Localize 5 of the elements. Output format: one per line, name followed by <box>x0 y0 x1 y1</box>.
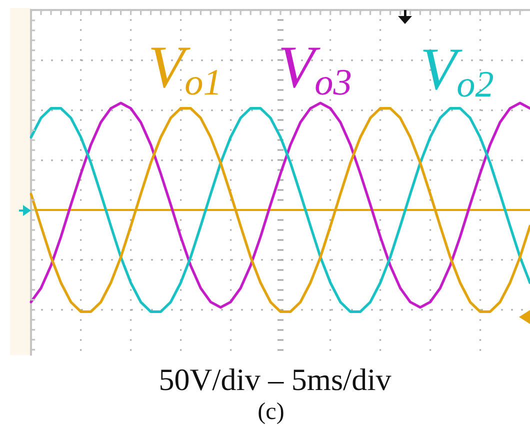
series-label: V$_{o3}$ <box>278 34 352 104</box>
text: 50V/div – 5ms/div <box>158 362 392 397</box>
text: (c) <box>258 399 284 425</box>
series-label: V$_{o2}$ <box>420 36 494 106</box>
series-label: V$_{o1}$ <box>148 34 222 104</box>
